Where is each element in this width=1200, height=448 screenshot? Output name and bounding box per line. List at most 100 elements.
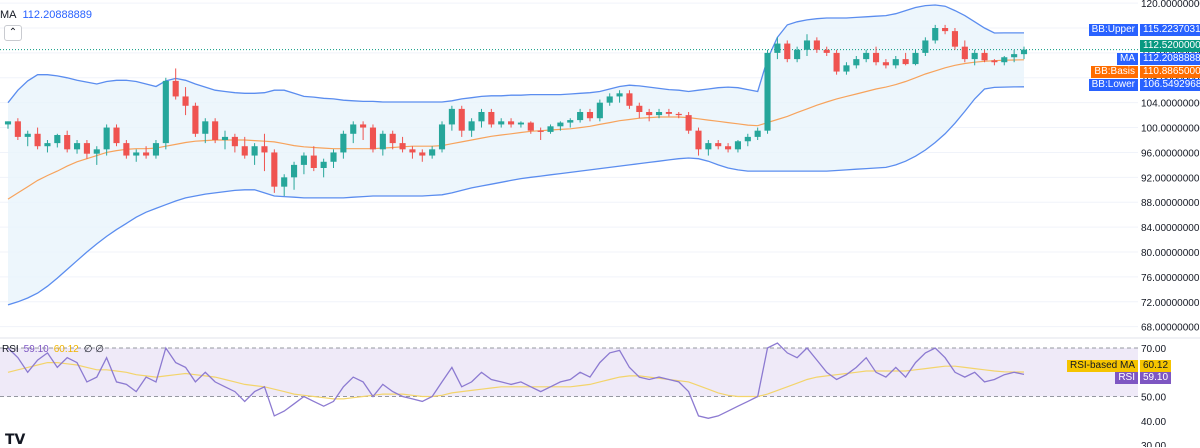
candle-body [438, 124, 446, 150]
candle-body [626, 93, 633, 106]
candle-body [912, 52, 919, 65]
rsi-tag-value: 60.12 [1140, 360, 1172, 372]
candle-body [853, 59, 860, 66]
candle-body [892, 59, 899, 66]
candle-body [991, 60, 998, 63]
candle-body [863, 52, 870, 60]
candle-body [961, 46, 968, 60]
price-tick-label: 68.00000000 [1141, 323, 1200, 334]
price-tick-label: 120.00000000 [1141, 0, 1200, 10]
candle-body [547, 126, 554, 132]
candle-body [695, 130, 702, 150]
candle-body [922, 40, 929, 53]
candle-body [932, 28, 939, 41]
candle-body [221, 136, 229, 140]
ma-legend[interactable]: MA 112.20888889 [0, 9, 92, 21]
candle-body [882, 62, 889, 66]
rsi-tick-label: 40.00 [1141, 417, 1166, 428]
candle-body [64, 135, 71, 150]
price-tick-label: 96.00000000 [1141, 148, 1200, 159]
candle-body [133, 152, 140, 156]
candle-body [73, 143, 81, 150]
candle-body [241, 146, 248, 156]
candle-body [734, 141, 741, 150]
candle-body [951, 31, 959, 47]
rsi-legend[interactable]: RSI 59.10 60.12 ∅ ∅ [2, 344, 104, 355]
candle-body [813, 40, 820, 50]
price-tag-label: MA [1117, 53, 1138, 65]
candle-body [942, 28, 949, 32]
candle-body [744, 136, 751, 142]
candle-body [527, 122, 534, 131]
candle-body [300, 155, 307, 165]
bollinger-lower-line [7, 86, 1025, 306]
candle-body [14, 121, 21, 137]
candle-body [320, 161, 327, 168]
candle-body [350, 124, 357, 134]
candle-body [478, 112, 485, 122]
candle-body [705, 143, 712, 150]
price-tag-value: 115.22370313 [1140, 24, 1200, 36]
rsi-legend-label: RSI [2, 344, 19, 355]
price-tick-label: 92.00000000 [1141, 173, 1200, 184]
ma-legend-value: 112.20888889 [22, 9, 93, 21]
candle-body [54, 135, 61, 144]
ma-legend-label: MA [0, 9, 17, 21]
candle-body [675, 113, 682, 116]
candle-body [379, 133, 386, 150]
candle-body [231, 136, 238, 147]
rsi-based-ma-line [7, 362, 1024, 400]
price-tag-value: 106.54929687 [1140, 79, 1200, 91]
price-tick-label: 100.00000000 [1141, 124, 1200, 135]
candle-body [872, 52, 880, 63]
candle-body [369, 127, 377, 150]
candle-body [843, 65, 850, 72]
candle-body [488, 112, 495, 125]
candle-body [330, 152, 337, 162]
candle-body [281, 177, 288, 187]
rsi-tick-label: 30.00 [1141, 441, 1166, 447]
candle-body [113, 127, 120, 144]
price-tag-value: 112.52000000 [1140, 40, 1200, 52]
candle-body [537, 130, 544, 132]
candle-body [823, 49, 830, 53]
rsi-legend-extra: ∅ ∅ [83, 344, 104, 355]
price-tag-label: BB:Basis [1091, 66, 1138, 78]
candle-body [774, 43, 781, 53]
rsi-tick-label: 50.00 [1141, 393, 1166, 404]
candle-body [596, 102, 603, 119]
candle-body [251, 146, 258, 156]
bollinger-basis-line [7, 59, 1025, 200]
candle-body [291, 164, 298, 178]
candle-body [616, 93, 623, 97]
candle-body [715, 143, 722, 147]
candle-body [4, 121, 12, 125]
candle-body [360, 124, 367, 128]
chevron-up-icon[interactable]: ⌃ [4, 25, 22, 41]
candle-body [172, 80, 179, 97]
candle-body [794, 49, 801, 60]
candle-body [606, 96, 613, 103]
candle-body [725, 146, 732, 150]
candle-body [577, 112, 584, 121]
candle-body [83, 143, 90, 154]
candle-body [24, 133, 31, 137]
candle-body [419, 152, 426, 156]
candle-body [784, 43, 791, 60]
candle-body [981, 52, 988, 61]
candle-body [567, 120, 574, 123]
price-tag-label: BB:Upper [1088, 24, 1138, 36]
candle-body [902, 59, 909, 65]
candle-body [458, 108, 465, 131]
candle-body [340, 133, 347, 153]
candle-body [557, 122, 564, 127]
candle-body [202, 121, 209, 134]
candle-body [754, 130, 761, 137]
tradingview-logo[interactable]: TV [5, 432, 26, 448]
candle-body [162, 80, 169, 144]
candle-body [1001, 57, 1008, 63]
price-tick-label: 72.00000000 [1141, 298, 1200, 309]
candle-body [271, 152, 278, 187]
candle-body [498, 121, 505, 125]
